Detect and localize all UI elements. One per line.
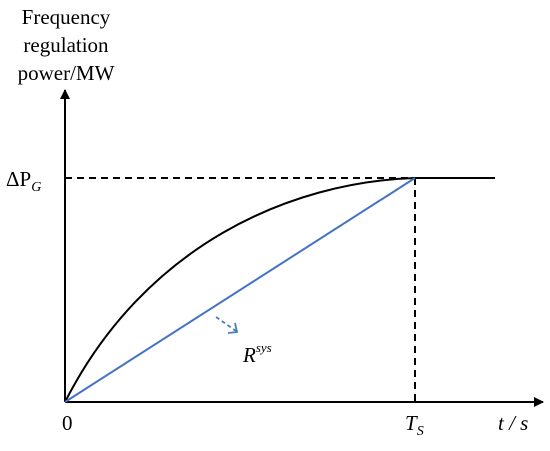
y-axis-label: Frequency: [22, 5, 111, 29]
ramp-line: [64, 177, 416, 403]
y-axis-label: power/MW: [18, 61, 115, 85]
origin-label: 0: [62, 411, 73, 435]
line-label: Rsys: [242, 340, 272, 367]
label-pointer: [215, 316, 237, 332]
y-axis-label: regulation: [23, 33, 109, 57]
time-label: TS: [405, 411, 424, 439]
label-pointer-head: [227, 322, 239, 334]
x-axis-label: t / s: [498, 411, 528, 435]
level-label: ΔPG: [6, 167, 41, 195]
response-curve: [64, 177, 416, 403]
